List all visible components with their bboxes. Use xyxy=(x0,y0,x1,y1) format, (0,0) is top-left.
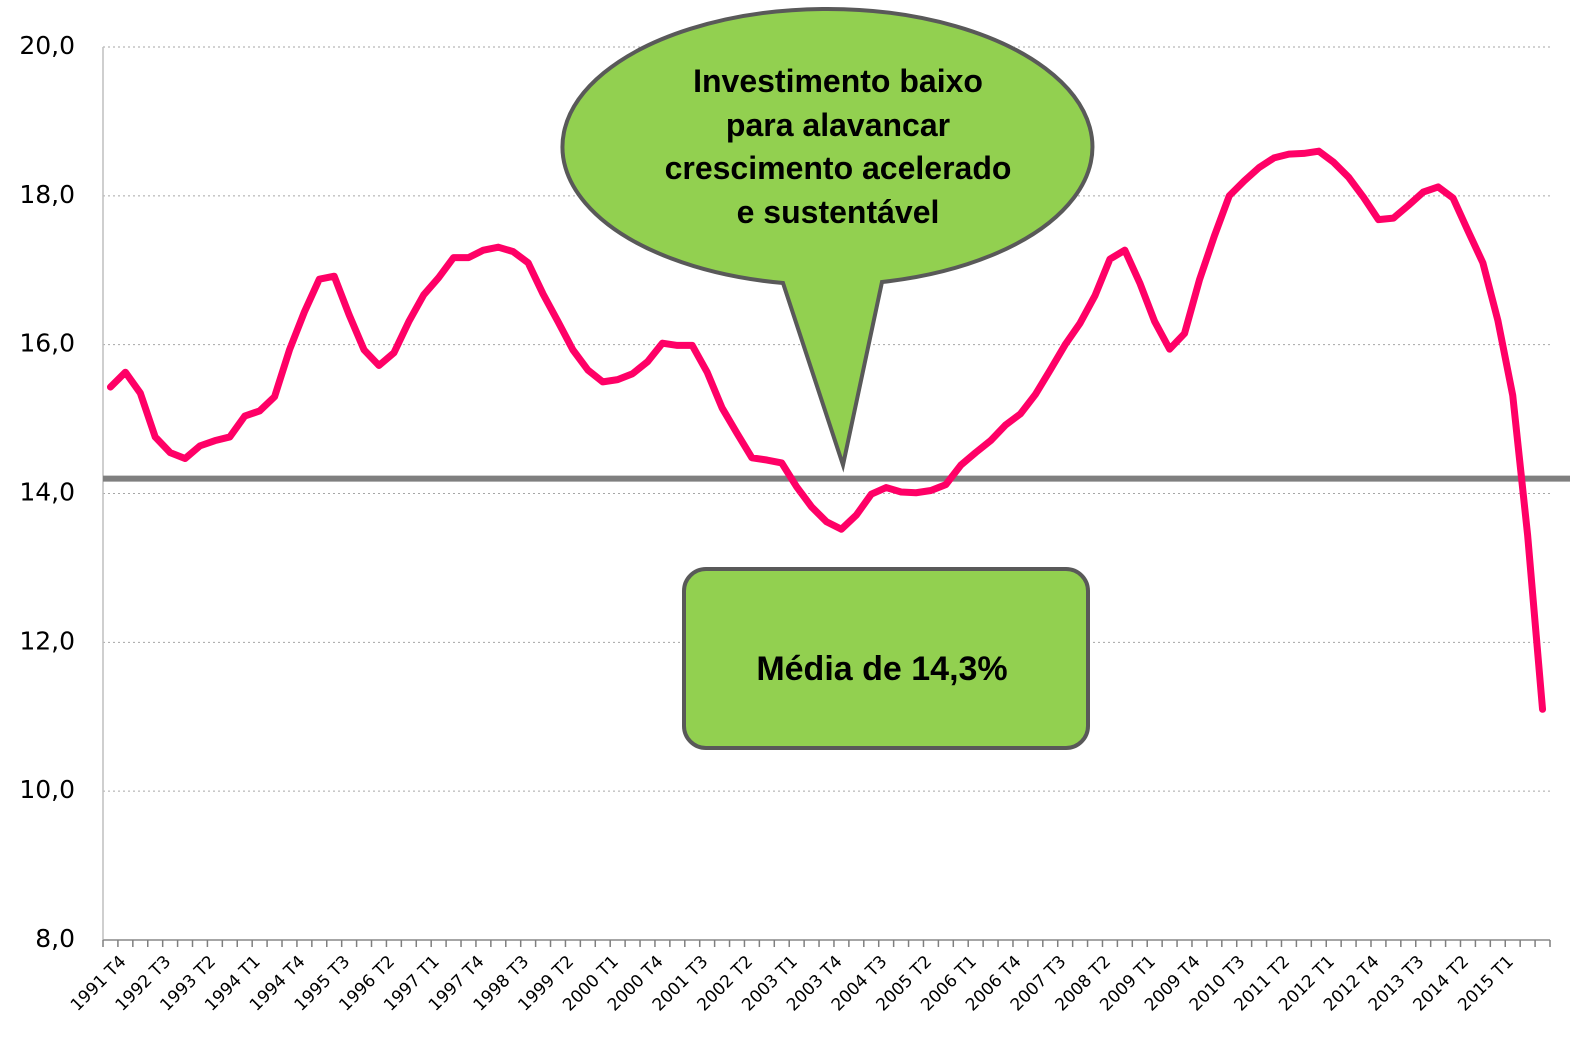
y-tick-label: 10,0 xyxy=(19,775,75,804)
y-tick-label: 18,0 xyxy=(19,180,75,209)
y-tick-label: 20,0 xyxy=(19,31,75,60)
callout-text: Investimento baixo xyxy=(693,63,983,99)
y-tick-label: 8,0 xyxy=(35,924,75,953)
note-text: Média de 14,3% xyxy=(756,650,1007,688)
callout-text: e sustentável xyxy=(737,194,940,230)
callout-text: para alavancar xyxy=(726,107,950,143)
y-tick-label: 12,0 xyxy=(19,626,75,655)
data-line xyxy=(106,147,1547,713)
note-box xyxy=(682,567,1090,750)
callout-bubble xyxy=(560,6,1095,473)
callout-text: crescimento acelerado xyxy=(665,150,1012,186)
y-tick-label: 16,0 xyxy=(19,329,75,358)
y-tick-label: 14,0 xyxy=(19,478,75,507)
